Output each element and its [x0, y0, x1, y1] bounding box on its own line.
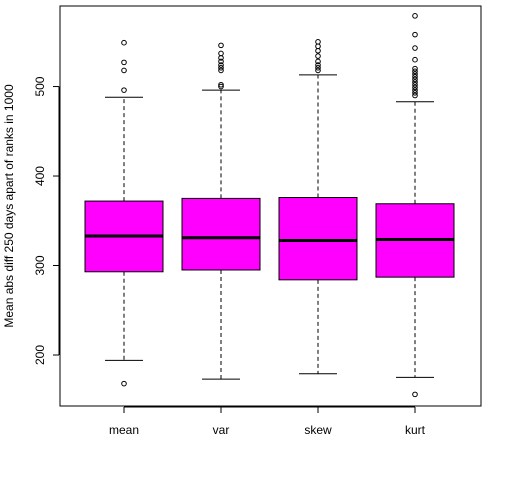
outlier-point [412, 73, 418, 80]
outlier-point [412, 84, 418, 91]
x-axis: mean var skew kurt [109, 406, 426, 437]
outlier-point [315, 47, 321, 54]
outlier-point [412, 92, 418, 99]
outlier-point [412, 90, 418, 96]
outlier-point [121, 380, 127, 387]
plot-frame [59, 5, 482, 407]
box-mean [84, 39, 164, 387]
plot-layer [84, 13, 455, 398]
y-axis-label: Mean abs diff 250 days apart of ranks in… [2, 84, 16, 328]
y-tick-label: 500 [33, 76, 47, 96]
box-kurt [375, 13, 455, 398]
box-skew [278, 38, 358, 375]
outlier-point [218, 83, 224, 90]
outlier-point [218, 62, 224, 68]
outlier-point [218, 58, 224, 65]
outlier-point [412, 71, 418, 77]
outlier-point [412, 13, 418, 19]
outlier-point [412, 391, 418, 398]
outlier-point [121, 87, 127, 93]
outlier-point [412, 87, 418, 93]
outlier-point [315, 58, 321, 65]
x-tick-label: kurt [405, 423, 426, 437]
box-iqr [181, 197, 261, 271]
outlier-point [315, 53, 321, 59]
y-tick-label: 200 [33, 345, 47, 365]
outlier-point [315, 38, 321, 45]
y-tick-label: 300 [33, 255, 47, 275]
x-tick-label: mean [109, 423, 139, 437]
outlier-point [121, 67, 127, 74]
box-iqr [278, 196, 358, 281]
x-tick-label: skew [304, 423, 332, 437]
x-tick-label: var [213, 423, 230, 437]
outlier-point [412, 45, 418, 51]
outlier-point [412, 76, 418, 83]
outlier-point [412, 31, 418, 38]
outlier-point [218, 67, 224, 74]
outlier-point [218, 81, 224, 88]
outlier-point [218, 50, 224, 57]
outlier-point [315, 62, 321, 68]
outlier-point [412, 79, 418, 85]
outlier-point [315, 64, 321, 71]
outlier-point [121, 39, 127, 46]
y-axis: 200 300 400 500 [33, 76, 60, 365]
outlier-point [218, 42, 224, 49]
outlier-point [412, 68, 418, 75]
box-var [181, 42, 261, 380]
outlier-point [121, 59, 127, 66]
outlier-point [315, 43, 321, 50]
outlier-point [218, 64, 224, 71]
outlier-point [412, 65, 418, 72]
y-tick-label: 400 [33, 166, 47, 186]
outlier-point [412, 56, 418, 63]
outlier-point [315, 67, 321, 74]
outlier-point [412, 81, 418, 88]
